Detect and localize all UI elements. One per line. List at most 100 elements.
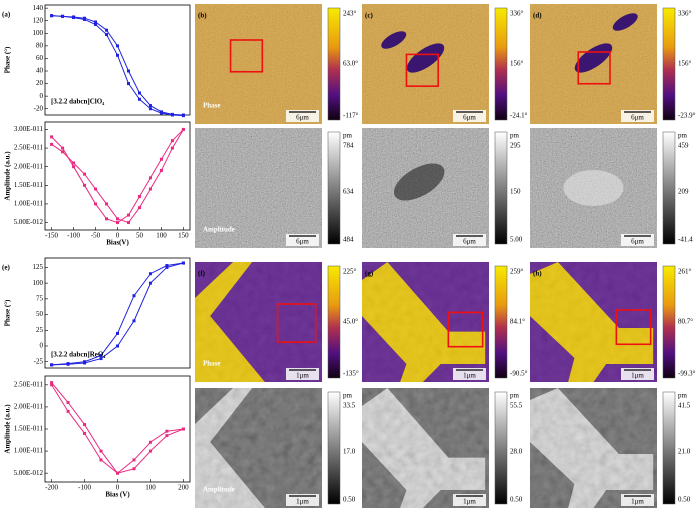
data-point <box>132 458 136 462</box>
scale-bg <box>286 234 319 246</box>
scale-bg <box>286 110 319 122</box>
afm-image <box>362 262 489 382</box>
data-point <box>170 146 174 150</box>
data-point <box>159 157 163 161</box>
image-noise <box>195 262 322 382</box>
data-point <box>165 264 169 268</box>
data-point <box>83 431 87 435</box>
data-point <box>116 217 119 221</box>
y-tick-label: 50 <box>36 310 44 318</box>
colorbar-label: 150 <box>510 188 521 196</box>
data-point <box>83 17 87 21</box>
region-box <box>615 309 652 346</box>
colorbar-label: -23.9° <box>678 112 696 120</box>
image-caption: Amplitude <box>203 226 235 234</box>
scale-bg <box>453 234 486 246</box>
scale-label: 6μm <box>631 238 644 246</box>
x-tick-label: -100 <box>78 484 91 492</box>
data-point <box>105 202 109 206</box>
y-tick-label: -20 <box>34 104 44 112</box>
y-axis-label: Amplitude (a.u.) <box>4 404 12 454</box>
annotation: [3.2.2 dabcn]ClO₄ <box>51 98 105 106</box>
y-tick-label: 1.00E-011 <box>14 200 44 208</box>
colorbar-label: 0.50 <box>510 496 523 504</box>
data-point <box>72 161 76 165</box>
data-point <box>159 111 163 115</box>
data-point <box>126 82 130 86</box>
data-point <box>148 449 152 453</box>
data-point <box>99 357 103 361</box>
data-point <box>94 202 98 206</box>
data-point <box>83 361 87 365</box>
afm-image <box>362 4 489 124</box>
image-noise <box>195 388 322 508</box>
colorbar-label: 336° <box>678 10 692 18</box>
scale-label: 1μm <box>296 498 309 506</box>
data-point <box>170 139 174 143</box>
scale-label: 6μm <box>296 238 309 246</box>
colorbar-label: 17.0 <box>343 448 356 456</box>
data-point <box>50 381 54 385</box>
data-point <box>132 319 136 323</box>
scale-bg <box>453 110 486 122</box>
data-point <box>126 69 130 73</box>
data-point <box>181 114 185 118</box>
domain <box>406 43 445 73</box>
afm-image <box>195 388 322 508</box>
x-axis-label: Bias (V) <box>105 491 130 499</box>
colorbar-label: 225° <box>343 268 357 276</box>
data-point <box>148 440 152 444</box>
colorbar-label: 0.50 <box>343 496 356 504</box>
colorbar-label: 33.5 <box>343 402 356 410</box>
afm-image <box>530 128 657 248</box>
data-point <box>165 429 169 433</box>
image-noise <box>530 388 657 508</box>
data-point <box>126 213 130 217</box>
panel-label: (c) <box>365 12 373 20</box>
data-point <box>83 172 87 176</box>
scale-label: 1μm <box>463 372 476 380</box>
data-point <box>165 265 169 269</box>
panel-label: (b) <box>198 12 207 20</box>
data-point <box>61 150 65 154</box>
data-point <box>66 409 70 413</box>
domain <box>381 31 407 49</box>
data-point <box>66 362 70 366</box>
data-point <box>50 363 54 367</box>
image-noise <box>362 388 489 508</box>
region-box <box>447 311 484 348</box>
colorbar <box>494 265 508 379</box>
scale-bg <box>621 110 654 122</box>
x-tick-label: 0 <box>116 484 120 492</box>
scale-label: 6μm <box>463 238 476 246</box>
panel-label: (a) <box>2 11 11 19</box>
plot-frame <box>44 375 191 483</box>
y-tick-label: 60 <box>36 54 44 62</box>
scale-label: 1μm <box>631 498 644 506</box>
colorbar-label: -99.3° <box>678 370 696 378</box>
x-tick-label: 0 <box>116 232 120 240</box>
data-point <box>132 467 136 471</box>
scale-bg <box>621 494 654 506</box>
data-point <box>148 104 152 108</box>
data-point <box>181 127 185 131</box>
data-point <box>72 16 76 20</box>
data-point <box>94 22 98 26</box>
colorbar-label: 84.1° <box>510 318 525 326</box>
data-point <box>66 401 70 404</box>
data-point <box>148 281 152 285</box>
data-point <box>137 206 141 210</box>
panel-label: (g) <box>365 270 374 278</box>
image-noise <box>362 262 489 382</box>
colorbar-label: 336° <box>510 10 524 18</box>
scale-label: 6μm <box>463 114 476 122</box>
y-tick-label: 5.00E-012 <box>14 218 44 226</box>
image-noise <box>195 128 322 248</box>
data-point <box>159 168 163 172</box>
data-point <box>170 113 174 117</box>
data-point <box>137 97 141 101</box>
y-tick-label: 2.00E-011 <box>14 162 44 170</box>
data-point <box>83 423 87 427</box>
colorbar-label: 261° <box>678 268 692 276</box>
colorbar-unit: pm <box>510 392 520 400</box>
